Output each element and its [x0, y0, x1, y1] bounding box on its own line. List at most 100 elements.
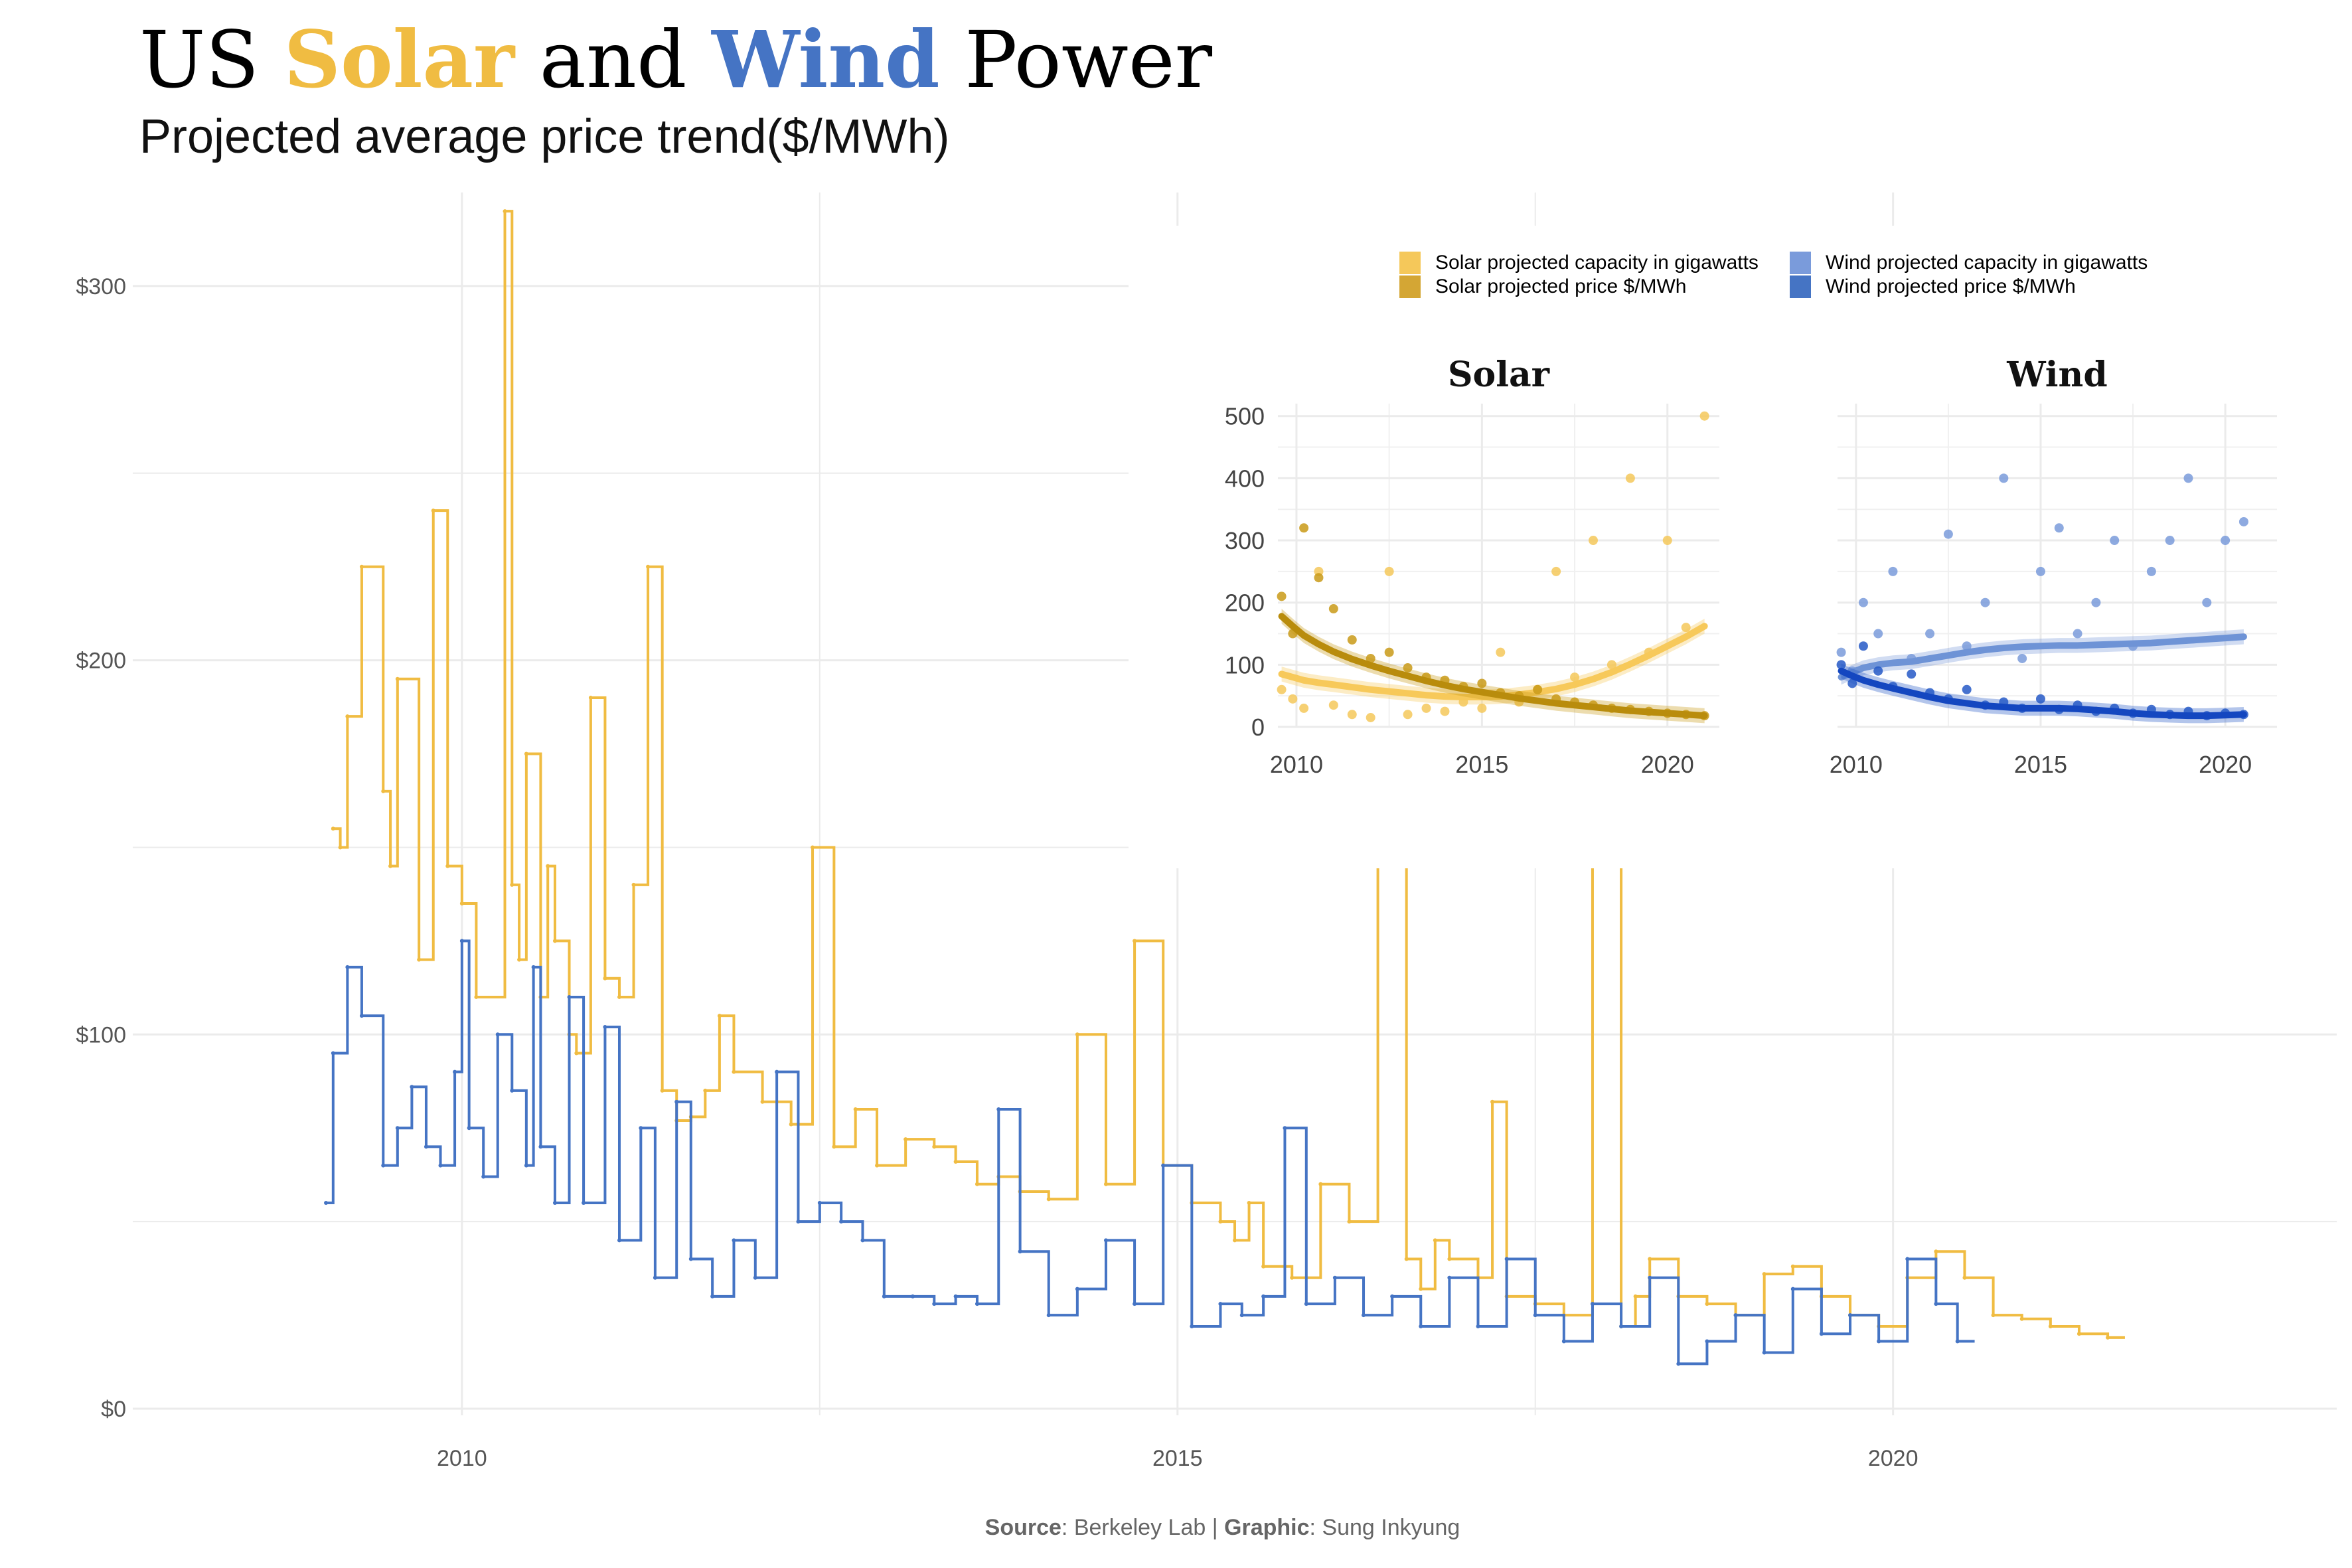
data-point-wind [860, 1238, 865, 1243]
data-point-solar [617, 994, 621, 999]
series-line-solar [333, 210, 2125, 1339]
data-point-wind [531, 965, 536, 969]
data-point-wind [467, 1126, 471, 1131]
inset-point [1328, 700, 1338, 710]
data-point-solar [2048, 1324, 2053, 1328]
data-point-solar [603, 976, 607, 980]
data-point-solar [975, 1182, 979, 1186]
inset-point [2035, 566, 2045, 576]
x-tick-label: 2010 [437, 1446, 487, 1471]
data-point-solar [703, 1088, 708, 1093]
data-point-solar [359, 564, 364, 569]
trend-band [1281, 619, 1705, 705]
data-point-wind [1955, 1339, 1960, 1344]
inset-point [2146, 566, 2156, 576]
inset-point [2165, 536, 2175, 546]
data-point-wind [1283, 1126, 1287, 1131]
y-tick-label: $0 [101, 1397, 126, 1422]
data-point-wind [617, 1238, 621, 1243]
data-point-wind [345, 965, 350, 969]
legend-item-wind-price: Wind projected price $/MWh [1790, 275, 2076, 299]
data-point-wind [1533, 1313, 1537, 1318]
inset-point [1440, 706, 1450, 716]
data-point-solar [1648, 1257, 1652, 1261]
inset-point [2017, 653, 2027, 663]
inset-point [1314, 573, 1324, 583]
data-point-wind [1075, 1287, 1079, 1291]
data-point-solar [431, 509, 435, 513]
data-point-solar [1318, 1182, 1323, 1186]
data-point-wind [653, 1275, 657, 1280]
data-point-solar [853, 1107, 858, 1112]
data-point-wind [975, 1302, 979, 1306]
legend-swatch-wind-capacity [1790, 252, 1811, 275]
data-point-wind [524, 1163, 528, 1168]
data-point-wind [1261, 1294, 1266, 1298]
inset-panel-wind: 2010 2015 2020 Wind [1830, 354, 2277, 778]
inset-point [1907, 669, 1917, 679]
data-point-solar [1490, 1099, 1495, 1104]
inset-panel-solar: 0 100 200 300 400 500 2010 2015 2020 Solar [1225, 354, 1719, 778]
data-point-wind [882, 1294, 886, 1298]
inset-point [1477, 703, 1487, 713]
data-point-wind [1676, 1362, 1681, 1366]
data-point-wind [1190, 1324, 1194, 1328]
data-point-wind [732, 1238, 736, 1243]
data-point-solar [474, 994, 479, 999]
inset-point [2221, 536, 2231, 546]
inset-point [1570, 672, 1580, 682]
inset-point [1299, 523, 1309, 533]
inset-y-tick-label: 300 [1225, 527, 1265, 554]
inset-point [1366, 653, 1375, 663]
data-point-wind [1762, 1350, 1766, 1355]
data-point-solar [1247, 1200, 1251, 1205]
data-point-wind [775, 1069, 779, 1074]
inset-point [2073, 629, 2082, 639]
data-point-solar [503, 209, 507, 214]
inset-y-tick-label: 200 [1225, 589, 1265, 617]
data-point-solar [1404, 1257, 1409, 1261]
data-point-wind [453, 1069, 457, 1074]
data-point-solar [331, 826, 335, 831]
data-point-wind [1648, 1275, 1652, 1280]
data-point-solar [588, 695, 593, 700]
data-point-wind [1332, 1275, 1337, 1280]
inset-point [2238, 516, 2248, 526]
legend-swatch-solar-price [1399, 275, 1421, 299]
data-point-wind [567, 994, 572, 999]
data-point-wind [538, 1144, 543, 1149]
inset-point [1496, 647, 1506, 657]
source-caption: Source: Berkeley Lab | Graphic: Sung Ink… [984, 1515, 1460, 1540]
data-point-solar [1075, 1032, 1079, 1037]
data-point-wind [910, 1294, 915, 1298]
data-point-solar [1991, 1313, 1996, 1318]
data-point-wind [552, 1200, 557, 1205]
data-point-solar [574, 1051, 579, 1056]
inset-point [1962, 641, 1972, 651]
inset-point [1681, 623, 1691, 633]
data-point-solar [1790, 1264, 1795, 1269]
legend-label-wind-capacity: Wind projected capacity in gigawatts [1826, 252, 2148, 274]
inset-point [1328, 604, 1338, 614]
legend-item-solar-price: Solar projected price $/MWh [1399, 275, 1687, 299]
inset-point [1477, 678, 1487, 688]
data-point-wind [1362, 1313, 1366, 1318]
legend-label-solar-price: Solar projected price $/MWh [1435, 275, 1687, 298]
data-point-solar [395, 676, 400, 681]
data-point-solar [1218, 1219, 1223, 1224]
data-point-wind [1239, 1313, 1244, 1318]
inset-background [1129, 226, 2352, 868]
inset-point [1962, 684, 1972, 694]
data-point-wind [459, 939, 464, 943]
legend-item-wind-capacity: Wind projected capacity in gigawatts [1790, 251, 2148, 275]
inset-point [1999, 473, 2009, 483]
caption-separator: | [1206, 1515, 1225, 1540]
data-point-solar [717, 1014, 722, 1018]
data-point-wind [495, 1032, 500, 1037]
title-suffix: Power [939, 14, 1213, 106]
data-point-wind [1934, 1302, 1938, 1306]
data-point-solar [524, 751, 528, 756]
data-point-wind [481, 1174, 486, 1179]
title-wind: Wind [712, 13, 940, 106]
inset-point [1943, 529, 1953, 539]
